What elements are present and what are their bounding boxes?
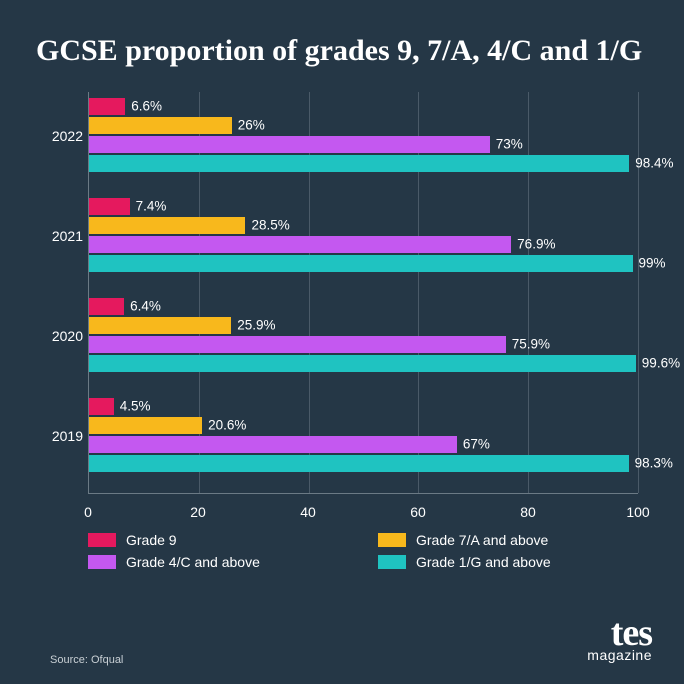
legend-label: Grade 9 <box>126 532 177 548</box>
bar-value-label: 25.9% <box>231 318 275 333</box>
legend-item: Grade 9 <box>88 532 358 548</box>
bar-grade4c: 75.9% <box>89 336 506 353</box>
x-axis-tick-label: 100 <box>626 504 649 520</box>
bar-value-label: 99.6% <box>636 356 680 371</box>
legend-label: Grade 4/C and above <box>126 554 260 570</box>
logo-text-sub: magazine <box>587 649 652 662</box>
y-axis-label: 2019 <box>43 428 83 444</box>
logo-text-main: tes <box>587 615 652 651</box>
x-axis-tick-label: 80 <box>520 504 536 520</box>
bar-grade7a: 25.9% <box>89 317 231 334</box>
bar-grade1g: 98.4% <box>89 155 629 172</box>
bar-value-label: 7.4% <box>130 199 167 214</box>
bar-grade1g: 99.6% <box>89 355 636 372</box>
bar-value-label: 99% <box>633 256 666 271</box>
legend-item: Grade 4/C and above <box>88 554 358 570</box>
bar-grade1g: 99% <box>89 255 633 272</box>
legend-item: Grade 1/G and above <box>378 554 648 570</box>
tes-logo: tes magazine <box>587 615 652 662</box>
y-axis-label: 2021 <box>43 228 83 244</box>
x-axis-tick-label: 20 <box>190 504 206 520</box>
legend-swatch <box>378 533 406 547</box>
bar-grade9: 4.5% <box>89 398 114 415</box>
legend-label: Grade 1/G and above <box>416 554 551 570</box>
x-axis-tick-label: 60 <box>410 504 426 520</box>
legend-swatch <box>88 555 116 569</box>
bar-grade7a: 26% <box>89 117 232 134</box>
bar-grade4c: 67% <box>89 436 457 453</box>
bar-grade9: 6.6% <box>89 98 125 115</box>
x-axis-tick-label: 40 <box>300 504 316 520</box>
legend-item: Grade 7/A and above <box>378 532 648 548</box>
bar-grade9: 7.4% <box>89 198 130 215</box>
bar-value-label: 98.4% <box>629 156 673 171</box>
year-group: 20226.6%26%73%98.4% <box>89 98 638 174</box>
bar-value-label: 98.3% <box>629 456 673 471</box>
bar-grade1g: 98.3% <box>89 455 629 472</box>
bar-value-label: 20.6% <box>202 418 246 433</box>
gridline <box>638 92 639 493</box>
bar-grade7a: 28.5% <box>89 217 245 234</box>
chart-legend: Grade 9 Grade 7/A and above Grade 4/C and … <box>88 532 648 570</box>
bar-value-label: 67% <box>457 437 490 452</box>
x-axis-labels: 020406080100 <box>88 500 638 522</box>
bar-value-label: 26% <box>232 118 265 133</box>
x-axis-tick-label: 0 <box>84 504 92 520</box>
bar-value-label: 6.6% <box>125 99 162 114</box>
bar-grade7a: 20.6% <box>89 417 202 434</box>
chart-area: 2022 6.6% 26% 73% 98.4% 2021 7.4% 28.5% 76.9% 99%… <box>42 92 648 522</box>
legend-label: Grade 7/A and above <box>416 532 548 548</box>
year-group: 20206.4%25.9%75.9%99.6% <box>89 298 638 374</box>
legend-swatch <box>88 533 116 547</box>
bar-value-label: 73% <box>490 137 523 152</box>
chart-title: GCSE proportion of grades 9, 7/A, 4/C an… <box>36 32 648 70</box>
bar-grade9: 6.4% <box>89 298 124 315</box>
source-text: Source: Ofqual <box>50 654 123 666</box>
bar-grade4c: 73% <box>89 136 490 153</box>
y-axis-label: 2020 <box>43 328 83 344</box>
bar-grade4c: 76.9% <box>89 236 511 253</box>
y-axis-label: 2022 <box>43 128 83 144</box>
bar-value-label: 75.9% <box>506 337 550 352</box>
chart-plot: 20226.6%26%73%98.4%20217.4%28.5%76.9%99%… <box>88 92 638 494</box>
year-group: 20194.5%20.6%67%98.3% <box>89 398 638 474</box>
bar-value-label: 76.9% <box>511 237 555 252</box>
bar-value-label: 6.4% <box>124 299 161 314</box>
bar-value-label: 4.5% <box>114 399 151 414</box>
legend-swatch <box>378 555 406 569</box>
bar-value-label: 28.5% <box>245 218 289 233</box>
year-group: 20217.4%28.5%76.9%99% <box>89 198 638 274</box>
